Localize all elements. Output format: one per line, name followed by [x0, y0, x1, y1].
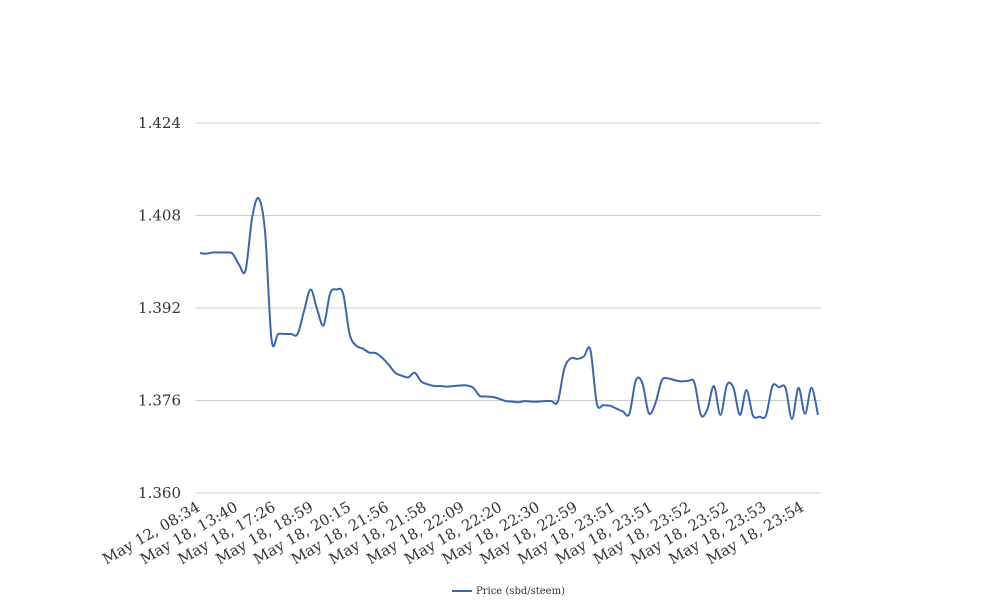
y-tick-label: 1.408 — [138, 207, 181, 225]
series-line — [199, 196, 819, 420]
y-axis-tick-labels: 1.360 1.376 1.392 1.408 1.424 — [138, 114, 181, 502]
legend-label: Price (sbd/steem) — [476, 586, 565, 597]
legend: Price (sbd/steem) — [452, 586, 565, 597]
y-tick-label: 1.424 — [138, 114, 181, 132]
grid-lines — [196, 122, 821, 494]
series-lines — [199, 196, 819, 420]
y-tick-label: 1.360 — [138, 484, 181, 502]
y-tick-label: 1.392 — [138, 299, 181, 317]
y-tick-label: 1.376 — [138, 392, 181, 410]
